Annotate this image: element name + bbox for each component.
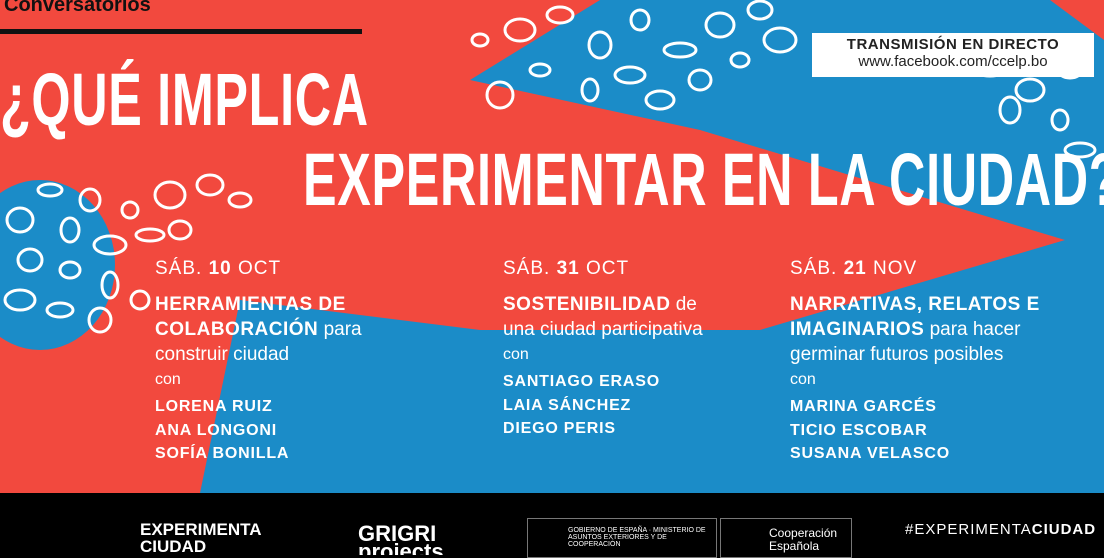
bubble-shape [687, 68, 713, 92]
bubble-shape [1050, 108, 1070, 132]
bubble-shape [92, 234, 128, 256]
divider [0, 29, 362, 34]
speaker-name: SOFÍA BONILLA [155, 445, 290, 462]
session-title-bold: NARRATIVAS, RELATOS E IMAGINARIOS [790, 294, 1040, 340]
session-column: SÁB. 10 OCT HERRAMIENTAS DE COLABORACIÓN… [155, 258, 475, 466]
session-title: NARRATIVAS, RELATOS E IMAGINARIOS para h… [790, 292, 1100, 367]
logo-gobierno-espana: GOBIERNO DE ESPAÑA · MINISTERIO DE ASUNT… [527, 518, 717, 558]
date-number: 10 [208, 258, 232, 279]
speakers-list: LORENA RUIZ ANA LONGONI SOFÍA BONILLA [155, 395, 475, 466]
session-title-bold: HERRAMIENTAS DE COLABORACIÓN [155, 294, 346, 340]
speakers-list: SANTIAGO ERASO LAIA SÁNCHEZ DIEGO PERIS [503, 370, 823, 441]
logo-grigri: GRIGRI projects [358, 525, 444, 555]
hashtag: #EXPERIMENTACIUDAD [905, 521, 1096, 538]
bubble-shape [528, 62, 552, 78]
session-title: HERRAMIENTAS DE COLABORACIÓN para constr… [155, 292, 395, 367]
session-title-rest: de una ciudad participativa [503, 294, 703, 340]
session-column: SÁB. 31 OCT SOSTENIBILIDAD de una ciudad… [503, 258, 823, 441]
bubble-shape [120, 200, 140, 220]
bubble-shape [153, 180, 187, 210]
bubble-shape [503, 17, 537, 43]
speaker-name: MARINA GARCÉS [790, 398, 937, 415]
month: NOV [873, 258, 918, 279]
session-title-rest: para construir ciudad [155, 319, 362, 365]
bubble-shape [662, 41, 698, 59]
speaker-name: TICIO ESCOBAR [790, 421, 928, 439]
footer: EXPERIMENTA CIUDAD GRIGRI projects GOBIE… [0, 493, 1104, 558]
bubble-shape [167, 219, 193, 241]
bubble-shape [58, 260, 82, 280]
speakers-list: MARINA GARCÉS TICIO ESCOBAR SUSANA VELASCO [790, 395, 1104, 466]
bubble-shape [704, 11, 736, 39]
speaker-name: SANTIAGO ERASO [503, 373, 660, 390]
bubble-shape [644, 89, 676, 111]
bubble-shape [1014, 77, 1046, 103]
bubble-shape [87, 306, 113, 334]
session-date: SÁB. 21 NOV [790, 258, 1104, 280]
session-date: SÁB. 31 OCT [503, 258, 823, 280]
bubble-shape [1063, 141, 1097, 159]
session-date: SÁB. 10 OCT [155, 258, 475, 280]
bubble-shape [5, 206, 35, 234]
month: OCT [586, 258, 630, 279]
bubble-shape [545, 5, 575, 25]
bubble-shape [485, 80, 515, 110]
title-line-1: ¿QUÉ IMPLICA [0, 58, 369, 141]
session-column: SÁB. 21 NOV NARRATIVAS, RELATOS E IMAGIN… [790, 258, 1104, 466]
bubble-shape [36, 182, 64, 198]
date-number: 31 [556, 258, 580, 279]
title-line-2: EXPERIMENTAR EN LA CIUDAD? [303, 138, 1104, 221]
bubble-shape [746, 0, 774, 21]
bubble-shape [729, 51, 751, 69]
bubble-shape [580, 77, 600, 103]
con-label: con [790, 371, 816, 388]
bubble-shape [100, 270, 120, 300]
bubble-shape [762, 26, 798, 54]
logo-experimenta-ciudad: EXPERIMENTA CIUDAD [140, 520, 261, 556]
speaker-name: LORENA RUIZ [155, 398, 273, 415]
live-stream-box: TRANSMISIÓN EN DIRECTO www.facebook.com/… [812, 33, 1094, 77]
bubble-shape [134, 227, 166, 243]
logo-cooperacion-espanola: Cooperación Española [720, 518, 852, 558]
con-label: con [155, 371, 181, 388]
session-title: SOSTENIBILIDAD de una ciudad participati… [503, 292, 703, 342]
live-label: TRANSMISIÓN EN DIRECTO [846, 36, 1060, 53]
speaker-name: ANA LONGONI [155, 421, 277, 439]
day: SÁB. [790, 258, 838, 279]
session-title-rest: para hacer germinar futuros posibles [790, 319, 1021, 365]
con-label: con [503, 346, 529, 363]
bubble-shape [195, 173, 225, 197]
bubble-shape [613, 65, 647, 85]
day: SÁB. [155, 258, 203, 279]
month: OCT [238, 258, 282, 279]
bubble-shape [227, 191, 253, 209]
bubble-shape [16, 247, 44, 273]
speaker-name: SUSANA VELASCO [790, 445, 950, 462]
bubble-shape [45, 301, 75, 319]
bubble-shape [998, 95, 1022, 125]
live-url[interactable]: www.facebook.com/ccelp.bo [858, 53, 1048, 70]
speaker-name: DIEGO PERIS [503, 420, 616, 437]
hashtag-bold: CIUDAD [1031, 521, 1097, 538]
hashtag-part: #EXPERIMENTA [905, 521, 1032, 538]
session-title-bold: SOSTENIBILIDAD [503, 294, 671, 315]
bubble-shape [129, 289, 151, 311]
series-label: Conversatorios [4, 0, 151, 16]
day: SÁB. [503, 258, 551, 279]
bubble-shape [470, 32, 490, 48]
speaker-name: LAIA SÁNCHEZ [503, 396, 632, 414]
bubble-shape [78, 187, 102, 213]
bubble-shape [59, 216, 81, 244]
bubble-shape [3, 288, 37, 312]
date-number: 21 [843, 258, 867, 279]
bubble-shape [587, 30, 613, 60]
bubble-shape [629, 8, 651, 32]
